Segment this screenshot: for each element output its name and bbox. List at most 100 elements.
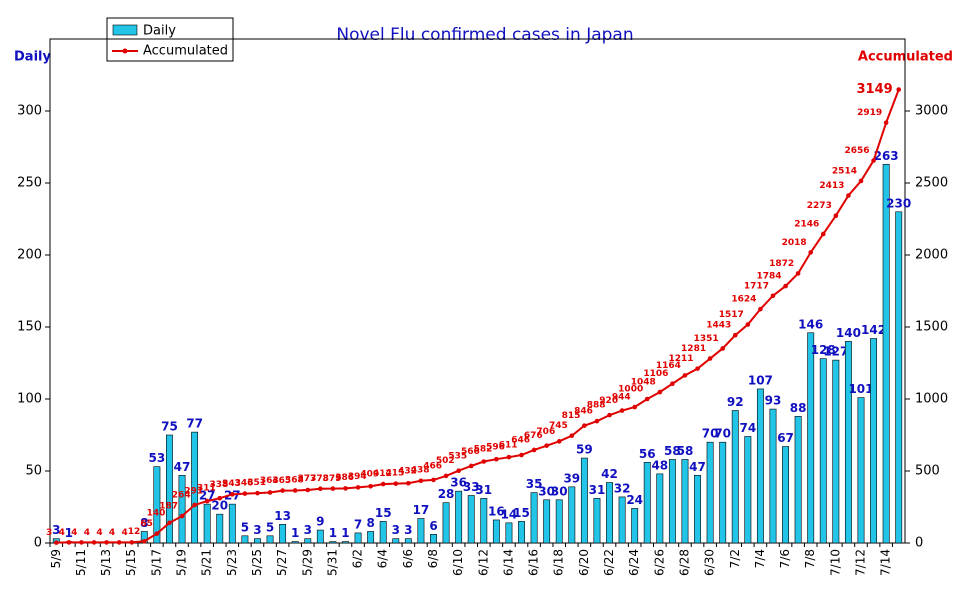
bar-label: 3	[253, 523, 261, 537]
bar-label: 47	[174, 460, 191, 474]
point	[418, 478, 424, 484]
point-label: 365	[272, 476, 291, 486]
bar	[643, 462, 651, 544]
bar-label: 30	[538, 484, 555, 498]
x-tick-label: 5/23	[225, 549, 239, 576]
point	[104, 540, 109, 545]
point-label: 2273	[807, 201, 832, 211]
bar	[719, 441, 727, 544]
bar	[404, 538, 412, 544]
x-tick-label: 5/25	[250, 549, 264, 576]
bar	[807, 332, 815, 544]
point-label: 611	[499, 441, 518, 451]
x-tick-label: 6/2	[351, 549, 365, 568]
bar	[228, 503, 236, 544]
point	[343, 486, 348, 491]
bar-label: 127	[823, 345, 848, 359]
bar-label: 1	[65, 526, 73, 540]
point	[66, 540, 72, 545]
point	[556, 439, 562, 444]
bar	[530, 492, 538, 544]
point-label: 582	[474, 445, 493, 455]
point	[242, 491, 248, 496]
point	[230, 492, 235, 497]
bar	[417, 518, 425, 544]
x-tick-label: 7/6	[778, 549, 792, 568]
bar-label: 5	[266, 520, 274, 534]
bar-label: 24	[626, 493, 643, 507]
bar	[543, 499, 551, 544]
bar-label: 42	[601, 467, 618, 481]
point	[406, 480, 411, 486]
point	[431, 477, 436, 483]
bar	[279, 523, 287, 544]
point	[795, 271, 801, 276]
bar	[668, 459, 676, 544]
point	[506, 454, 512, 460]
bar	[832, 359, 840, 544]
point-label: 379	[323, 474, 342, 484]
y-tick-label: 0	[34, 536, 42, 551]
point-label: 2656	[845, 146, 870, 156]
bar	[794, 415, 802, 544]
y-axis-title: Daily	[14, 50, 51, 65]
bar-label: 35	[526, 477, 543, 491]
bar-label: 9	[316, 515, 324, 529]
bar-label: 15	[513, 506, 530, 520]
point-label: 2146	[794, 219, 819, 229]
point-label: 596	[486, 443, 505, 453]
bar-label: 31	[589, 483, 606, 497]
bar	[430, 534, 437, 544]
point-label: 1517	[719, 310, 744, 320]
point	[871, 158, 876, 163]
bar-label: 3	[304, 523, 312, 537]
point	[53, 540, 59, 545]
bar-label: 3	[52, 523, 60, 537]
x-tick-label: 5/31	[325, 549, 339, 576]
point-label: 706	[536, 427, 555, 437]
point	[607, 412, 612, 418]
y2-tick-label: 3000	[915, 104, 948, 119]
x-tick-label: 5/27	[275, 549, 289, 576]
bar	[241, 535, 249, 544]
point	[129, 540, 135, 545]
bar-label: 70	[702, 427, 719, 441]
point	[305, 487, 311, 493]
point	[481, 459, 487, 464]
bar	[568, 486, 576, 544]
x-tick-label: 5/29	[300, 549, 314, 576]
bar-label: 47	[689, 460, 706, 474]
x-tick-label: 6/26	[652, 549, 666, 576]
point-label: 1000	[618, 385, 643, 395]
x-tick-label: 6/30	[703, 549, 717, 576]
point	[695, 366, 700, 371]
x-tick-label: 6/24	[627, 549, 641, 576]
point	[192, 502, 197, 508]
point-label: 3	[46, 528, 52, 538]
y-tick-label: 200	[17, 248, 42, 263]
point-label: 346	[235, 479, 254, 489]
bar-label: 30	[551, 484, 568, 498]
point-label: 815	[562, 411, 581, 421]
point-label: 2919	[857, 108, 882, 118]
point	[657, 389, 663, 395]
point	[745, 322, 751, 327]
bar-label: 59	[576, 443, 593, 457]
point-label: 12	[128, 527, 141, 537]
point-label: 140	[147, 508, 166, 518]
bar-label: 15	[375, 506, 392, 520]
bar-label: 17	[413, 503, 430, 517]
bar-label: 28	[438, 487, 455, 501]
bar	[593, 498, 601, 544]
bar-label: 77	[186, 417, 203, 431]
point	[179, 513, 185, 519]
bar	[304, 538, 312, 544]
y-tick-label: 100	[17, 392, 42, 407]
point-label: 466	[423, 461, 442, 471]
x-tick-label: 6/20	[577, 549, 591, 576]
point-label: 338	[210, 480, 229, 490]
point-label: 364	[260, 476, 279, 486]
x-tick-label: 7/12	[853, 549, 867, 576]
point-label: 432	[398, 466, 417, 476]
